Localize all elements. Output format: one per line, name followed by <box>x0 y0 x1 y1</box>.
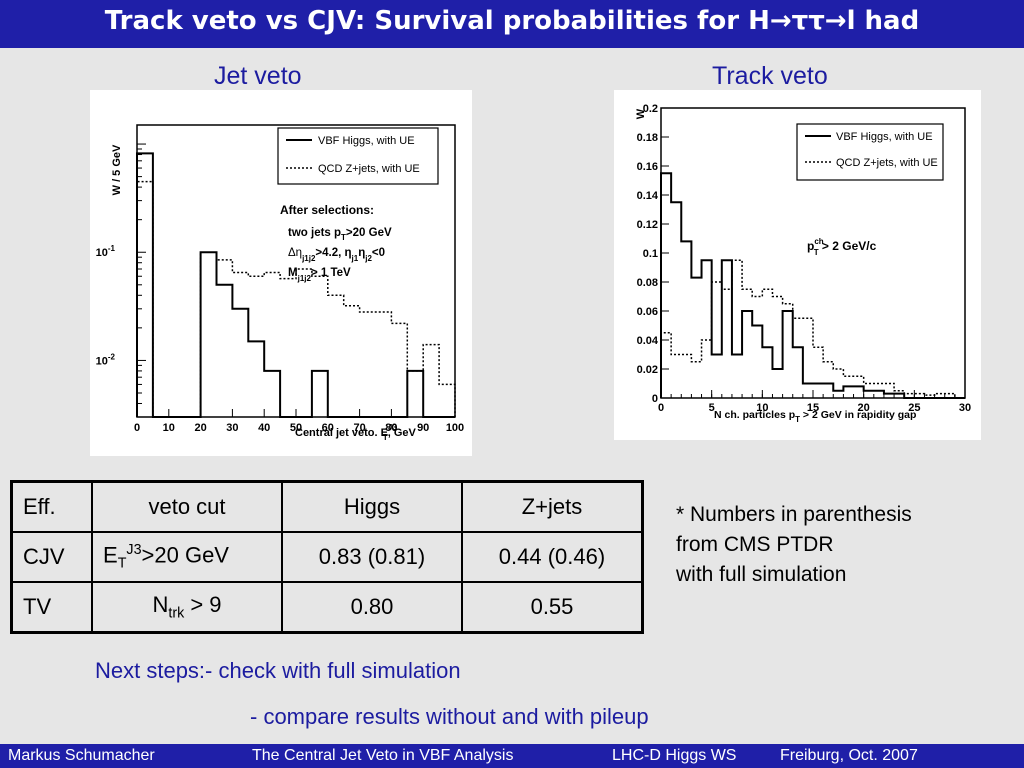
slide-title: Track veto vs CJV: Survival probabilitie… <box>104 6 920 36</box>
y-tick-label: 0.14 <box>637 190 659 202</box>
higgs-cell: 0.83 (0.81) <box>281 531 463 583</box>
table-row: CJV ETJ3>20 GeV 0.83 (0.81) 0.44 (0.46) <box>10 531 644 583</box>
y-tick-label: 0.04 <box>637 335 659 347</box>
zjets-cell: 0.55 <box>461 581 644 634</box>
footnote-line: with full simulation <box>676 563 847 586</box>
footer-place: Freiburg, Oct. 2007 <box>780 747 918 764</box>
x-tick-label: 25 <box>908 402 920 414</box>
header-cell: Z+jets <box>461 480 644 533</box>
series-higgs-line <box>136 152 455 418</box>
row-label: TV <box>10 581 93 634</box>
x-tick-label: 0 <box>134 422 140 434</box>
legend-zjets: QCD Z+jets, with UE <box>318 163 420 175</box>
y-tick-label: 0.1 <box>643 248 658 260</box>
x-tick-label: 100 <box>446 422 464 434</box>
footer-talk: The Central Jet Veto in VBF Analysis <box>252 747 514 764</box>
selection-heading: After selections: <box>280 203 374 217</box>
y-tick-label: 0.12 <box>637 219 658 231</box>
y-tick-label: 0.06 <box>637 306 658 318</box>
x-tick-label: 20 <box>858 402 870 414</box>
next-steps-line-2: - compare results without and with pileu… <box>250 704 649 729</box>
next-steps-line-1: Next steps:- check with full simulation <box>95 658 461 683</box>
selection-line-3: Mj1j2> 1 TeV <box>288 267 351 283</box>
y-axis-label: W <box>635 108 647 119</box>
cut-cell: ETJ3>20 GeV <box>91 531 283 583</box>
y-tick-label: 10-2 <box>96 352 116 367</box>
row-label: CJV <box>10 531 93 583</box>
results-table: Eff. veto cut Higgs Z+jets CJV ETJ3>20 G… <box>10 480 644 634</box>
x-tick-label: 15 <box>807 402 819 414</box>
legend-box <box>277 127 439 185</box>
header-cell: veto cut <box>91 480 283 533</box>
table-row: TV Ntrk > 9 0.80 0.55 <box>10 581 644 634</box>
legend-higgs: VBF Higgs, with UE <box>836 131 933 143</box>
x-tick-label: 30 <box>226 422 238 434</box>
jet-veto-chart: 0 10 20 30 40 50 60 70 80 90 100 10-1 10-2 W / 5 Ge… <box>96 124 464 442</box>
x-tick-label: 70 <box>353 422 365 434</box>
zjets-cell: 0.44 (0.46) <box>461 531 644 583</box>
table-header-row: Eff. veto cut Higgs Z+jets <box>10 480 644 533</box>
x-tick-label: 10 <box>756 402 768 414</box>
y-tick-label: 0.18 <box>637 132 658 144</box>
track-veto-heading: Track veto <box>712 62 828 90</box>
footnote-line: * Numbers in parenthesis <box>676 503 912 526</box>
jet-veto-heading: Jet veto <box>214 62 302 90</box>
selection-line-1: two jets pT>20 GeV <box>288 227 392 242</box>
pt-cut-annotation: pch T > 2 GeV/c <box>807 237 877 257</box>
y-tick-label: 0.08 <box>637 277 658 289</box>
x-tick-label: 30 <box>959 402 971 414</box>
x-tick-label: 5 <box>709 402 715 414</box>
x-axis-label: Central jet veto. EJ3 T, GeV <box>295 423 417 442</box>
y-axis-label: W / 5 GeV <box>111 144 123 195</box>
header-cell: Eff. <box>10 480 93 533</box>
x-axis-label: N ch. particles pT > 2 GeV in rapidity g… <box>714 409 916 424</box>
y-tick-label: 0.16 <box>637 161 658 173</box>
series-higgs-line <box>660 172 965 399</box>
footer-event: LHC-D Higgs WS <box>612 747 737 764</box>
track-veto-chart: 0 5 10 15 20 25 30 0 0.02 0.04 0.06 0.08 0.1 0.12 0.1… <box>635 103 971 424</box>
header-cell: Higgs <box>281 480 463 533</box>
x-tick-label: 10 <box>163 422 175 434</box>
selection-line-2: Δηj1j2>4.2, ηj1ηj2<0 <box>288 247 385 263</box>
x-tick-label: 80 <box>385 422 397 434</box>
track-veto-plot: 0 5 10 15 20 25 30 0 0.02 0.04 0.06 0.08 0.1 0.12 0.1… <box>614 90 981 440</box>
jet-veto-plot: 0 10 20 30 40 50 60 70 80 90 100 10-1 10-2 W / 5 Ge… <box>90 90 472 456</box>
footer-bar: Markus Schumacher The Central Jet Veto i… <box>0 744 1024 768</box>
cut-cell: Ntrk > 9 <box>91 581 283 634</box>
y-tick-label: 0 <box>652 393 658 405</box>
higgs-cell: 0.80 <box>281 581 463 634</box>
y-tick-label: 0.02 <box>637 364 658 376</box>
x-tick-label: 60 <box>322 422 334 434</box>
x-tick-label: 40 <box>258 422 270 434</box>
x-tick-label: 50 <box>290 422 302 434</box>
footnote: * Numbers in parenthesis from CMS PTDR w… <box>676 500 996 590</box>
y-tick-label: 0.2 <box>643 103 658 115</box>
footnote-line: from CMS PTDR <box>676 533 834 556</box>
legend-higgs: VBF Higgs, with UE <box>318 135 415 147</box>
footer-author: Markus Schumacher <box>8 747 155 764</box>
title-bar: Track veto vs CJV: Survival probabilitie… <box>0 0 1024 48</box>
x-tick-label: 90 <box>417 422 429 434</box>
x-tick-label: 0 <box>658 402 664 414</box>
legend-zjets: QCD Z+jets, with UE <box>836 157 938 169</box>
y-tick-label: 10-1 <box>96 244 116 259</box>
x-tick-label: 20 <box>194 422 206 434</box>
legend-box <box>796 123 944 181</box>
series-zjets-line <box>660 259 965 399</box>
